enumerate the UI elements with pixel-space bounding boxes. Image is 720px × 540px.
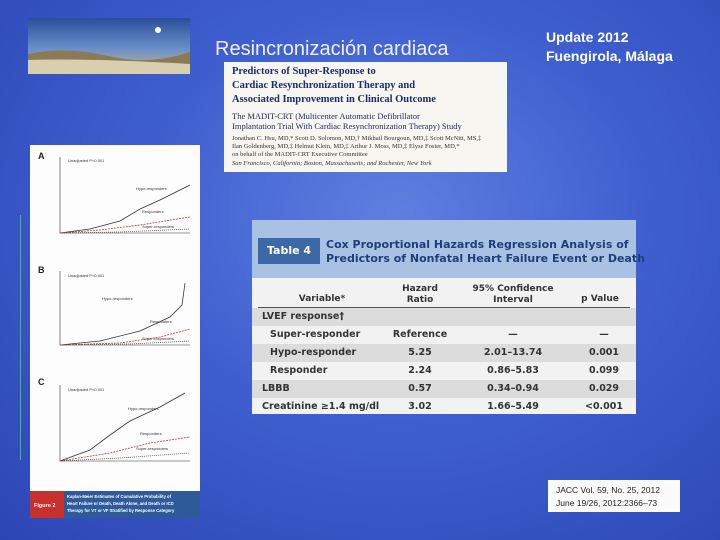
table-row: Hypo-responder 5.25 2.01–13.74 0.001 — [252, 344, 636, 362]
figure-caption: Kaplan-Meier Estimates of Cumulative Pro… — [67, 494, 172, 499]
figure-label: Figure 2 — [34, 503, 55, 509]
table-row: Super-responder Reference — — — [252, 326, 636, 344]
group-label: Super-responders — [142, 336, 174, 341]
rule — [258, 307, 630, 308]
place: Fuengirola, Málaga — [546, 48, 673, 64]
paper-subtitle: Implantation Trial With Cardiac Resynchr… — [232, 121, 462, 131]
p-value: Unadjusted P<0.001 — [68, 273, 105, 278]
column-header: p Value — [581, 294, 619, 304]
paper-affiliation: San Francisco, California; Boston, Massa… — [232, 160, 432, 167]
cell: Super-responder — [270, 329, 361, 340]
p-value: Unadjusted P<0.001 — [68, 158, 105, 163]
group-label: Hypo-responders — [128, 406, 159, 411]
update: Update 2012 — [546, 29, 629, 45]
column-header: Hazard Ratio — [402, 284, 438, 305]
table-title: Cox Proportional Hazards Regression Anal… — [326, 238, 629, 251]
cell: LBBB — [262, 383, 290, 394]
results-table: Table 4 Cox Proportional Hazards Regress… — [252, 220, 645, 416]
citation-line: JACC Vol. 59, No. 25, 2012 — [556, 485, 660, 495]
figure-caption: Heart Failure or Death, Death Alone, and… — [67, 501, 174, 506]
accent-line — [20, 215, 21, 460]
cell: 2.24 — [408, 365, 432, 376]
cell: LVEF response† — [262, 311, 345, 322]
table-row: Responder 2.24 0.86–5.83 0.099 — [252, 362, 636, 380]
beach-photo — [28, 18, 190, 74]
cell: <0.001 — [584, 401, 624, 412]
paper-title: Cardiac Resynchronization Therapy and — [232, 80, 416, 91]
p-value: Unadjusted P<0.001 — [68, 387, 105, 392]
cell: Hypo-responder — [270, 347, 357, 358]
table-row: Creatinine ≥1.4 mg/dl 3.02 1.66–5.49 <0.001 — [252, 398, 636, 416]
cell: Reference — [392, 329, 448, 340]
group-label: Responders — [140, 431, 162, 436]
paper-title: Associated Improvement in Clinical Outco… — [232, 94, 436, 105]
figure-caption: Therapy for VT or VF Stratified by Respo… — [67, 508, 175, 513]
cell: 3.02 — [408, 401, 432, 412]
group-label: Hypo-responders — [102, 296, 133, 301]
cell: 0.57 — [408, 383, 432, 394]
citation: JACC Vol. 59, No. 25, 2012 June 19/26, 2… — [548, 480, 680, 512]
column-header: 95% Confidence Interval — [472, 284, 554, 305]
table-row: LBBB 0.57 0.34–0.94 0.029 — [252, 380, 636, 398]
group-label: Super-responders — [136, 446, 168, 451]
table-title: Predictors of Nonfatal Heart Failure Eve… — [326, 252, 645, 265]
section-row: LVEF response† — [252, 308, 636, 326]
group-label: Responders — [142, 209, 164, 214]
table-header: Table 4 Cox Proportional Hazards Regress… — [252, 220, 645, 278]
paper-authors: Ilan Goldenberg, MD,‡ Helmut Klein, MD,‡… — [232, 143, 460, 150]
panel-label: C — [38, 377, 45, 387]
panel-label: A — [38, 151, 45, 161]
figure: A B C Unadjusted P<0.001 Hypo-responders… — [30, 145, 200, 518]
paper-authors: Jonathan C. Hsu, MD,* Scott D. Solomon, … — [232, 135, 482, 142]
cell: 0.029 — [588, 383, 620, 394]
paper-subtitle: The MADIT-CRT (Multicenter Automatic Def… — [232, 111, 420, 121]
cell: — — [599, 329, 609, 340]
cell: Creatinine ≥1.4 mg/dl — [262, 401, 380, 412]
cell: 0.86–5.83 — [487, 365, 539, 376]
cell: 0.34–0.94 — [487, 383, 539, 394]
cell: — — [508, 329, 518, 340]
cell: 2.01–13.74 — [483, 347, 543, 358]
group-label: Super-responders — [142, 224, 174, 229]
cell: Responder — [270, 365, 328, 376]
cell: 0.099 — [588, 365, 620, 376]
cell: 5.25 — [408, 347, 432, 358]
column-header: Variable* — [298, 294, 346, 304]
table-label: Table 4 — [258, 238, 320, 264]
citation-line: June 19/26, 2012:2366–73 — [556, 498, 658, 508]
cell: 1.66–5.49 — [487, 401, 539, 412]
cell: 0.001 — [588, 347, 620, 358]
paper-title: Predictors of Super-Response to — [232, 66, 376, 77]
paper-header: Predictors of Super-Response to Cardiac … — [224, 62, 507, 172]
group-label: Hypo-responders — [136, 186, 167, 191]
slide-title: Resincronización cardiaca — [215, 38, 449, 60]
paper-authors: on behalf of the MADIT-CRT Executive Com… — [232, 151, 368, 158]
panel-label: B — [38, 265, 45, 275]
km-curves — [59, 184, 191, 462]
